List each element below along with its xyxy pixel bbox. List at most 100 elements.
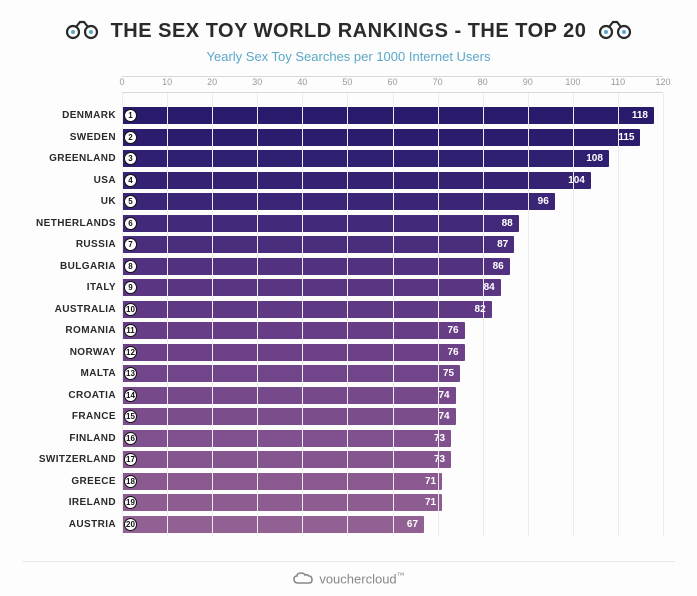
country-label: GREENLAND xyxy=(26,153,122,164)
rank-badge: 11 xyxy=(124,324,137,337)
bar: 10 82 xyxy=(122,301,492,318)
value-label: 76 xyxy=(448,347,459,358)
country-label: CROATIA xyxy=(26,390,122,401)
gridline xyxy=(393,93,394,536)
value-label: 71 xyxy=(425,497,436,508)
value-label: 88 xyxy=(502,218,513,229)
rank-badge: 6 xyxy=(124,217,137,230)
value-label: 87 xyxy=(497,239,508,250)
bar: 9 84 xyxy=(122,279,501,296)
gridline xyxy=(257,93,258,536)
rank-badge: 13 xyxy=(124,367,137,380)
value-label: 71 xyxy=(425,476,436,487)
rank-badge: 18 xyxy=(124,475,137,488)
x-tick-label: 30 xyxy=(252,77,262,87)
chart-subtitle: Yearly Sex Toy Searches per 1000 Interne… xyxy=(22,49,675,64)
country-label: SWITZERLAND xyxy=(26,454,122,465)
country-label: AUSTRALIA xyxy=(26,304,122,315)
bar-chart: 0102030405060708090100110120 DENMARK1118… xyxy=(122,76,663,536)
gridline xyxy=(528,93,529,536)
rank-badge: 14 xyxy=(124,389,137,402)
country-label: AUSTRIA xyxy=(26,519,122,530)
bar: 3 108 xyxy=(122,150,609,167)
footer-brand: vouchercloud™ xyxy=(0,571,697,586)
bar: 1574 xyxy=(122,408,456,425)
x-tick-label: 50 xyxy=(342,77,352,87)
bar: 4 104 xyxy=(122,172,591,189)
value-label: 73 xyxy=(434,454,445,465)
rank-badge: 19 xyxy=(124,496,137,509)
footer-brand-text: vouchercloud™ xyxy=(319,571,404,586)
bar: 596 xyxy=(122,193,555,210)
cloud-icon xyxy=(292,571,314,585)
rank-badge: 10 xyxy=(124,303,137,316)
x-tick-label: 20 xyxy=(207,77,217,87)
bar: 2115 xyxy=(122,129,640,146)
rank-badge: 16 xyxy=(124,432,137,445)
country-label: ROMANIA xyxy=(26,325,122,336)
bar: 1971 xyxy=(122,494,442,511)
rank-badge: 7 xyxy=(124,238,137,251)
x-tick-label: 120 xyxy=(655,77,670,87)
bar: 886 xyxy=(122,258,510,275)
gridline xyxy=(347,93,348,536)
rank-badge: 9 xyxy=(124,281,137,294)
bar: 12 76 xyxy=(122,344,465,361)
country-label: BULGARIA xyxy=(26,261,122,272)
bar: 1871 xyxy=(122,473,442,490)
value-label: 118 xyxy=(632,110,648,121)
rank-badge: 20 xyxy=(124,518,137,531)
gridline xyxy=(167,93,168,536)
value-label: 108 xyxy=(586,153,603,164)
chart-title: THE SEX TOY WORLD RANKINGS - THE TOP 20 xyxy=(111,20,587,43)
x-axis-ticks: 0102030405060708090100110120 xyxy=(122,76,663,92)
country-label: DENMARK xyxy=(26,110,122,121)
country-label: NETHERLANDS xyxy=(26,218,122,229)
x-tick-label: 90 xyxy=(523,77,533,87)
rank-badge: 3 xyxy=(124,152,137,165)
country-label: RUSSIA xyxy=(26,239,122,250)
value-label: 73 xyxy=(434,433,445,444)
country-label: GREECE xyxy=(26,476,122,487)
x-tick-label: 10 xyxy=(162,77,172,87)
x-tick-label: 80 xyxy=(478,77,488,87)
rank-badge: 4 xyxy=(124,174,137,187)
value-label: 76 xyxy=(448,325,459,336)
rank-badge: 15 xyxy=(124,410,137,423)
rank-badge: 1 xyxy=(124,109,137,122)
rank-badge: 12 xyxy=(124,346,137,359)
bar: 1 118 xyxy=(122,107,654,124)
bar: 6 88 xyxy=(122,215,519,232)
x-tick-label: 70 xyxy=(433,77,443,87)
value-label: 104 xyxy=(568,175,585,186)
bar: 13 75 xyxy=(122,365,460,382)
value-label: 75 xyxy=(443,368,454,379)
gridline xyxy=(212,93,213,536)
country-label: UK xyxy=(26,196,122,207)
x-tick-label: 110 xyxy=(611,77,625,87)
chart-header: THE SEX TOY WORLD RANKINGS - THE TOP 20 xyxy=(22,18,675,45)
value-label: 84 xyxy=(484,282,495,293)
rank-badge: 17 xyxy=(124,453,137,466)
country-label: IRELAND xyxy=(26,497,122,508)
handcuff-icon xyxy=(65,18,99,45)
value-label: 74 xyxy=(438,390,449,401)
x-tick-label: 60 xyxy=(387,77,397,87)
country-label: FINLAND xyxy=(26,433,122,444)
rank-badge: 5 xyxy=(124,195,137,208)
value-label: 82 xyxy=(475,304,486,315)
country-label: FRANCE xyxy=(26,411,122,422)
country-label: USA xyxy=(26,175,122,186)
value-label: 74 xyxy=(438,411,449,422)
x-tick-label: 0 xyxy=(119,77,124,87)
footer-divider xyxy=(22,561,675,562)
country-label: MALTA xyxy=(26,368,122,379)
gridline xyxy=(483,93,484,536)
x-tick-label: 100 xyxy=(565,77,580,87)
gridline xyxy=(438,93,439,536)
country-label: ITALY xyxy=(26,282,122,293)
bar: 11 76 xyxy=(122,322,465,339)
chart-plot-area: DENMARK1118SWEDEN2115GREENLAND3108USA410… xyxy=(122,92,663,536)
bar: 1673 xyxy=(122,430,451,447)
x-tick-label: 40 xyxy=(297,77,307,87)
